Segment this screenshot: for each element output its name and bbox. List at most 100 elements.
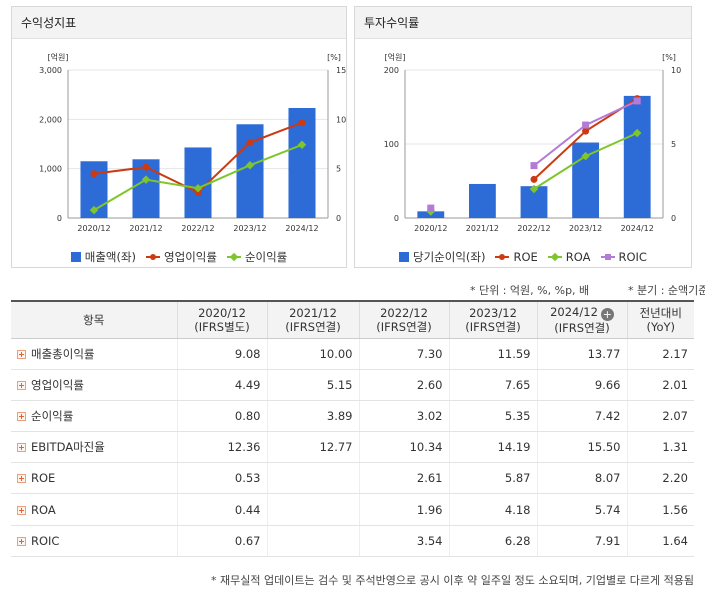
- line-point: [245, 160, 255, 170]
- value-cell: 5.35: [448, 400, 537, 433]
- legend-label: ROA: [565, 250, 591, 264]
- investment-return-chart: [억원] [%] 0 100 200 0 5 10 2020/12 2021/12 2022/12 2…: [384, 52, 681, 233]
- legend-label: ROE: [513, 250, 538, 264]
- header-period: 2024/12 + (IFRS연결): [536, 300, 627, 339]
- value-cell: 0.44: [176, 493, 267, 526]
- value-cell: [266, 462, 359, 495]
- value-cell: 0.67: [176, 525, 267, 557]
- y-tick-label-left: 0: [57, 214, 62, 223]
- expand-plus-icon[interactable]: [17, 349, 26, 359]
- row-label-cell[interactable]: 순이익률: [11, 400, 177, 433]
- y-tick-label-right: 10: [336, 115, 346, 124]
- yoy-cell: 2.17: [626, 338, 694, 370]
- y-tick-label-right: 0: [671, 214, 676, 223]
- legend-label: 순이익률: [244, 250, 288, 264]
- yoy-cell: 1.56: [626, 493, 694, 526]
- legend-item[interactable]: 영업이익률: [146, 249, 217, 265]
- row-label-cell[interactable]: 매출총이익률: [11, 338, 177, 370]
- table-row: ROIC 0.67 3.54 6.28 7.91 1.64: [11, 525, 694, 557]
- value-cell: [266, 525, 359, 557]
- investment-return-panel: 투자수익률 [억원] [%] 0 100 200 0 5 10 2020/12 2021/12 20…: [354, 6, 692, 268]
- line-point: [633, 97, 641, 105]
- x-tick-label: 2022/12: [517, 224, 550, 233]
- y-tick-label-right: 0: [336, 214, 341, 223]
- table-header-row: 항목 2020/12 (IFRS별도) 2021/12 (IFRS연결) 2022/…: [11, 300, 694, 339]
- line-point: [246, 139, 254, 147]
- line-point: [530, 175, 538, 183]
- value-cell: 3.54: [358, 525, 449, 557]
- value-cell: 5.15: [266, 369, 359, 401]
- row-label-cell[interactable]: ROIC: [11, 525, 177, 557]
- legend-label: 매출액(좌): [84, 250, 137, 264]
- add-column-icon[interactable]: +: [600, 307, 614, 321]
- legend-item[interactable]: 매출액(좌): [70, 249, 137, 265]
- line-point: [297, 140, 307, 150]
- profitability-chart: [억원] [%] 0 1,000 2,000 3,000 0 5 10 15 2020/12 2021…: [39, 52, 346, 233]
- value-cell: 10.34: [358, 431, 449, 464]
- expand-plus-icon[interactable]: [17, 536, 26, 546]
- value-cell: 14.19: [448, 431, 537, 464]
- legend-item[interactable]: ROE: [495, 250, 538, 264]
- value-cell: 7.42: [536, 400, 627, 433]
- y-tick-label-right: 15: [336, 66, 346, 75]
- row-label-cell[interactable]: EBITDA마진율: [11, 431, 177, 464]
- y-tick-label-left: 2,000: [39, 115, 62, 124]
- bar: [468, 183, 496, 218]
- value-cell: 12.36: [176, 431, 267, 464]
- unit-note: * 단위 : 억원, %, %p, 배: [470, 284, 590, 297]
- yoy-cell: 1.31: [626, 431, 694, 464]
- expand-plus-icon[interactable]: [17, 505, 26, 515]
- value-cell: 5.87: [448, 462, 537, 495]
- value-cell: 3.89: [266, 400, 359, 433]
- value-cell: 15.50: [536, 431, 627, 464]
- y-tick-label-left: 100: [384, 140, 399, 149]
- table-row: ROA 0.44 1.96 4.18 5.74 1.56: [11, 493, 694, 526]
- y-tick-label-left: 3,000: [39, 66, 62, 75]
- square-line-swatch: [600, 252, 615, 262]
- chart-legend: 매출액(좌) 영업이익률 순이익률: [12, 249, 346, 265]
- y-axis-unit-right: [%]: [327, 53, 341, 62]
- expand-plus-icon[interactable]: [17, 443, 26, 453]
- line-point: [582, 121, 590, 129]
- table-row: 순이익률 0.80 3.89 3.02 5.35 7.42 2.07: [11, 400, 694, 433]
- row-label-cell[interactable]: ROE: [11, 462, 177, 495]
- line-point: [141, 175, 151, 184]
- line-point: [530, 162, 538, 170]
- value-cell: 0.80: [176, 400, 267, 433]
- value-cell: 10.00: [266, 338, 359, 370]
- row-label: 매출총이익률: [31, 346, 95, 361]
- expand-plus-icon[interactable]: [17, 380, 26, 390]
- legend-item[interactable]: 순이익률: [226, 249, 288, 265]
- row-label: ROE: [31, 471, 56, 486]
- row-label-cell[interactable]: ROA: [11, 493, 177, 526]
- value-cell: 7.30: [358, 338, 449, 370]
- legend-label: ROIC: [618, 250, 647, 264]
- row-label: 영업이익률: [31, 377, 84, 392]
- value-cell: 0.53: [176, 462, 267, 495]
- yoy-cell: 1.64: [626, 525, 694, 557]
- table-row: 영업이익률 4.49 5.15 2.60 7.65 9.66 2.01: [11, 369, 694, 401]
- expand-plus-icon[interactable]: [17, 411, 26, 421]
- y-tick-label-right: 5: [671, 140, 676, 149]
- value-cell: 8.07: [536, 462, 627, 495]
- y-tick-label-right: 5: [336, 165, 341, 174]
- square-bar-swatch: [70, 252, 81, 262]
- value-cell: 13.77: [536, 338, 627, 370]
- panel-title: 투자수익률: [355, 7, 691, 39]
- legend-item[interactable]: ROIC: [600, 250, 647, 264]
- row-label: 순이익률: [31, 408, 74, 423]
- square-bar-swatch: [399, 252, 410, 262]
- row-label-cell[interactable]: 영업이익률: [11, 369, 177, 401]
- chart-legend: 당기순이익(좌) ROE ROA ROIC: [355, 249, 691, 265]
- legend-item[interactable]: ROA: [547, 250, 591, 264]
- value-cell: 7.91: [536, 525, 627, 557]
- value-cell: 2.61: [358, 462, 449, 495]
- header-yoy: 전년대비 (YoY): [626, 300, 694, 339]
- footnote: * 재무실적 업데이트는 검수 및 주석반영으로 공시 이후 약 일주일 정도 …: [211, 574, 694, 587]
- expand-plus-icon[interactable]: [17, 474, 26, 484]
- x-tick-label: 2024/12: [621, 224, 654, 233]
- header-period: 2023/12 (IFRS연결): [448, 300, 537, 339]
- bar: [623, 95, 651, 218]
- line-point: [581, 151, 590, 161]
- legend-item[interactable]: 당기순이익(좌): [399, 249, 485, 265]
